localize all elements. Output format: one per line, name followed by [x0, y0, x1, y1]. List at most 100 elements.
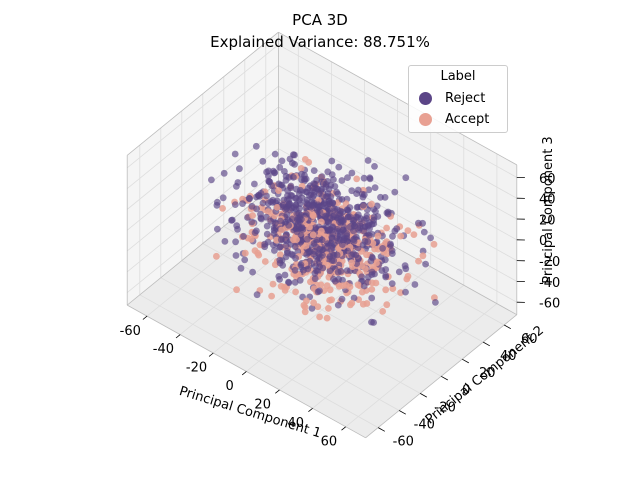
point-accept	[293, 236, 300, 243]
point-reject	[350, 228, 357, 235]
point-reject	[268, 182, 275, 189]
point-reject	[339, 196, 346, 203]
point-reject	[432, 299, 439, 306]
tick-mark-y	[441, 376, 448, 380]
point-reject	[348, 187, 355, 194]
point-reject	[372, 184, 379, 191]
point-reject	[312, 270, 319, 277]
legend-label-accept: Accept	[445, 112, 489, 127]
point-reject	[368, 319, 375, 326]
tick-mark-y	[483, 342, 490, 346]
tick-mark-x	[308, 408, 312, 411]
point-accept	[363, 251, 370, 258]
point-reject	[298, 176, 305, 183]
point-reject	[361, 283, 368, 290]
point-accept	[262, 258, 269, 265]
tick-label-x: -40	[153, 342, 174, 357]
point-reject	[279, 158, 286, 165]
legend-marker-accept	[419, 113, 432, 126]
point-reject	[221, 170, 228, 177]
point-reject	[371, 163, 378, 170]
point-reject	[232, 201, 239, 208]
point-accept	[383, 225, 390, 232]
point-reject	[251, 181, 258, 188]
point-reject	[379, 267, 386, 274]
point-reject	[421, 229, 428, 236]
point-reject	[276, 164, 283, 171]
point-reject	[357, 225, 364, 232]
point-reject	[282, 219, 289, 226]
chart-title: PCA 3D	[0, 11, 640, 29]
point-reject	[365, 274, 372, 281]
point-reject	[335, 302, 342, 309]
point-reject	[312, 181, 319, 188]
point-accept	[249, 212, 256, 219]
point-reject	[283, 254, 290, 261]
chart-subtitle: Explained Variance: 88.751%	[0, 33, 640, 51]
point-accept	[383, 301, 390, 308]
point-reject	[265, 200, 272, 207]
point-reject	[328, 245, 335, 252]
point-reject	[368, 258, 375, 265]
point-reject	[365, 222, 372, 229]
point-reject	[328, 234, 335, 241]
point-reject	[324, 168, 331, 175]
point-reject	[389, 233, 396, 240]
tick-label-x: 0	[225, 379, 233, 394]
point-accept	[348, 300, 355, 307]
point-accept	[233, 286, 240, 293]
point-accept	[292, 289, 299, 296]
legend-entry-accept: Accept	[419, 110, 489, 128]
point-reject	[337, 229, 344, 236]
point-reject	[339, 177, 346, 184]
point-reject	[360, 202, 367, 209]
point-accept	[368, 201, 375, 208]
point-reject	[303, 211, 310, 218]
tick-label-x: -60	[120, 324, 141, 339]
point-reject	[335, 164, 342, 171]
point-accept	[310, 299, 317, 306]
point-reject	[365, 157, 372, 164]
point-reject	[271, 227, 278, 234]
point-reject	[252, 229, 259, 236]
point-accept	[270, 281, 277, 288]
point-accept	[306, 224, 313, 231]
point-reject	[276, 276, 283, 283]
point-reject	[345, 214, 352, 221]
point-accept	[325, 305, 332, 312]
point-reject	[232, 151, 239, 158]
point-reject	[328, 158, 335, 165]
point-reject	[249, 269, 256, 276]
point-reject	[257, 215, 264, 222]
tick-mark-x	[143, 316, 147, 319]
point-reject	[264, 223, 271, 230]
point-accept	[405, 273, 412, 280]
point-reject	[283, 232, 290, 239]
point-reject	[415, 220, 422, 227]
point-accept	[268, 293, 275, 300]
point-reject	[261, 241, 268, 248]
point-accept	[328, 296, 335, 303]
point-accept	[382, 286, 389, 293]
legend: Label Reject Accept	[408, 65, 508, 133]
point-accept	[375, 233, 382, 240]
point-reject	[240, 233, 247, 240]
point-reject	[343, 232, 350, 239]
point-accept	[360, 301, 367, 308]
point-accept	[275, 187, 282, 194]
point-accept	[318, 281, 325, 288]
point-reject	[234, 226, 241, 233]
tick-label-z: -60	[539, 297, 560, 312]
point-reject	[402, 174, 409, 181]
point-reject	[282, 272, 289, 279]
point-accept	[248, 236, 255, 243]
point-accept	[242, 250, 249, 257]
point-reject	[391, 189, 398, 196]
legend-label-reject: Reject	[445, 91, 485, 106]
point-reject	[283, 173, 290, 180]
tick-mark-x	[242, 371, 246, 375]
tick-mark-x	[342, 427, 346, 430]
point-accept	[420, 252, 427, 259]
